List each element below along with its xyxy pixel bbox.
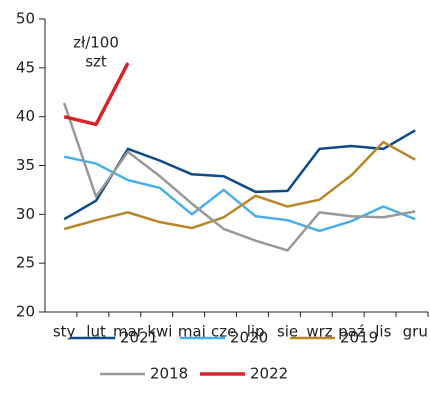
annotation: zł/100	[73, 34, 119, 52]
legend-label: 2021	[120, 329, 158, 347]
x-tick-label: lip	[247, 323, 265, 341]
y-tick-label: 20	[16, 303, 35, 321]
y-tick-label: 25	[16, 254, 35, 272]
x-tick-label: paź	[338, 323, 365, 341]
x-tick-label: lut	[86, 323, 106, 341]
x-tick-label: kwi	[147, 323, 172, 341]
series-line	[63, 62, 130, 127]
y-tick-label: 40	[16, 107, 35, 125]
legend-label: 2020	[230, 329, 268, 347]
x-tick-label: gru	[403, 323, 428, 341]
annotation: szt	[85, 53, 107, 71]
legend-label: 2022	[250, 365, 288, 383]
x-tick-label: maj	[178, 323, 206, 341]
legend-label: 2018	[150, 365, 188, 383]
x-tick-label: mar	[113, 323, 144, 341]
y-tick-label: 30	[16, 205, 35, 223]
y-tick-label: 35	[16, 156, 35, 174]
x-tick-label: lis	[375, 323, 391, 341]
series-line	[63, 155, 416, 233]
x-tick-label: cze	[211, 323, 236, 341]
y-tick-label: 50	[16, 10, 35, 28]
x-tick-label: wrz	[306, 323, 332, 341]
y-tick-label: 45	[16, 58, 35, 76]
x-tick-label: sty	[53, 323, 76, 341]
series-line	[62, 102, 416, 252]
legend-label: 2019	[340, 329, 378, 347]
series-line	[63, 140, 416, 231]
x-tick-label: sie	[277, 323, 298, 341]
